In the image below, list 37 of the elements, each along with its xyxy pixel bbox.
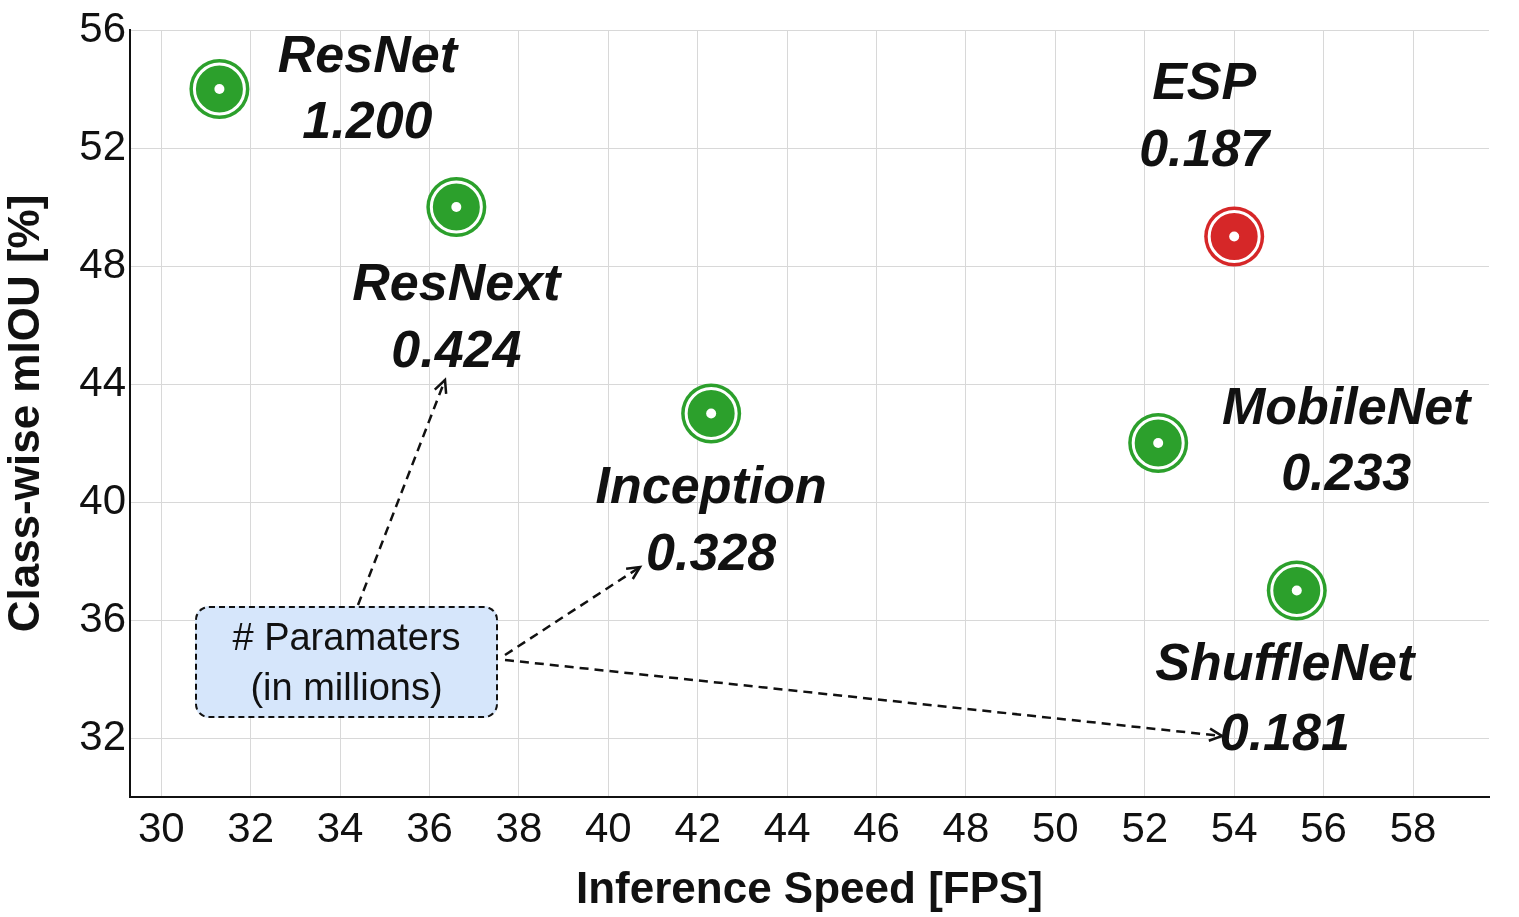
annotation: 0.328 [646,522,777,581]
x-tick-label: 48 [942,803,990,851]
x-axis-title: Inference Speed [FPS] [575,862,1044,912]
x-tick-label: 38 [495,803,543,851]
x-tick-label: 42 [674,803,722,851]
y-tick-label: 44 [79,357,126,405]
y-tick-label: 40 [79,475,126,523]
series-label: MobileNet [1221,377,1474,436]
annotation: 0.187 [1139,118,1272,177]
x-tick-label: 46 [853,803,900,851]
x-tick-label: 52 [1121,803,1169,851]
x-tick-label: 32 [227,803,275,851]
series-label: ShuffleNet [1155,632,1417,691]
annotation: 1.200 [302,91,433,150]
x-tick-label: 58 [1389,803,1437,851]
x-tick-label: 30 [137,803,185,851]
y-tick-label: 32 [79,711,126,759]
series-label: ResNet [277,25,460,84]
series-label: ESP [1152,51,1257,110]
x-tick-label: 54 [1210,803,1258,851]
annotation: 0.181 [1219,702,1350,761]
x-tick-label: 34 [316,803,364,851]
x-tick-label: 36 [406,803,453,851]
series-label: Inception [595,455,827,514]
note-box: # Paramaters (in millions) [195,606,498,718]
y-tick-label: 36 [79,593,126,641]
series-label: ResNext [352,253,564,312]
y-axis-title: Class-wise mIOU [%] [0,194,48,633]
x-tick-label: 44 [763,803,811,851]
x-tick-label: 40 [584,803,632,851]
annotation: 0.424 [391,320,522,379]
y-tick-label: 52 [79,121,126,169]
y-tick-label: 48 [79,239,126,287]
x-tick-label: 50 [1032,803,1079,851]
y-tick-label: 56 [79,3,126,51]
annotation: 0.233 [1281,443,1412,502]
x-tick-label: 56 [1300,803,1347,851]
